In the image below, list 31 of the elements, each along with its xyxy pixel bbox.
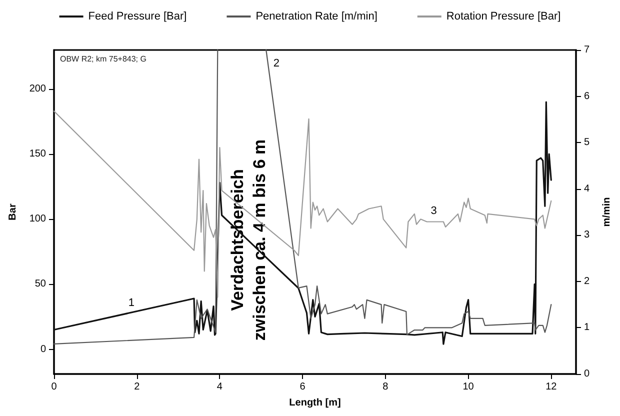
y-tick-label: 100 [29,214,46,225]
y2-tick-label: 4 [584,183,590,194]
y-tick-label: 150 [29,148,46,160]
legend-label: Feed Pressure [Bar] [88,10,187,22]
y2-tick-label: 3 [584,230,590,241]
annotation: OBW R2; km 75+843; G [60,54,146,64]
line-series [53,101,552,345]
y2-tick-label: 2 [584,276,590,287]
y-tick-label: 200 [29,84,46,95]
y2-axis-title: m/min [602,197,612,227]
x-axis-title: Length [m] [289,398,341,408]
x-tick-label: 8 [382,382,389,392]
legend-label: Rotation Pressure [Bar] [446,10,561,22]
x-tick-label: 10 [462,382,474,392]
y2-tick-label: 0 [584,368,590,380]
x-tick-label: 12 [546,382,558,392]
y2-tick-label: 5 [584,137,590,148]
y-tick-label: 50 [34,278,46,290]
y2-tick-label: 1 [584,322,590,334]
x-tick-label: 0 [51,382,58,392]
y2-tick-label: 6 [584,90,590,102]
annotation: 3 [430,204,437,217]
annotation: 1 [128,297,134,310]
y-tick-label: 0 [40,344,46,355]
annotation: 2 [273,58,280,70]
x-tick-label: 6 [300,382,306,392]
y2-tick-label: 7 [584,44,590,56]
x-tick-label: 4 [216,382,223,392]
legend-label: Penetration Rate [m/min] [256,10,378,22]
x-tick-label: 2 [134,382,140,392]
y-axis-title: Bar [8,204,18,220]
